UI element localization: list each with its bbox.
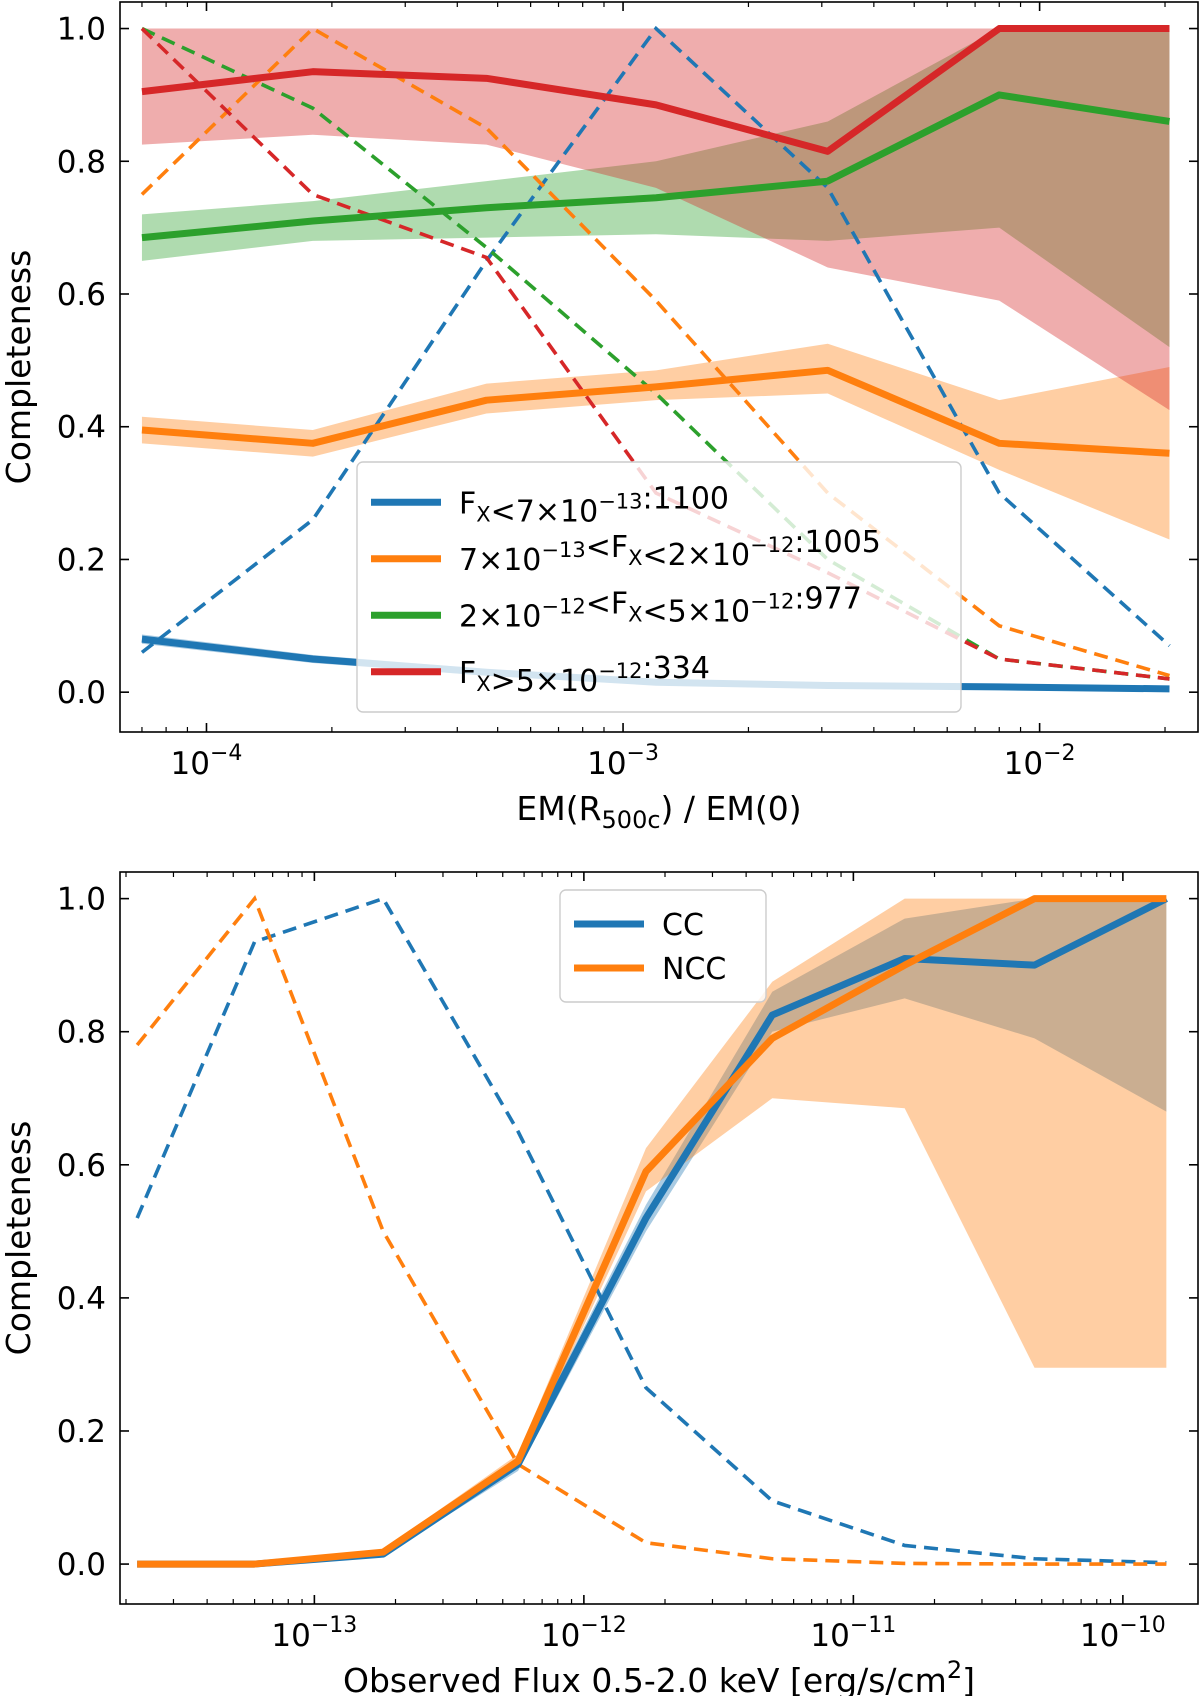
y-tick-label: 0.8 xyxy=(57,1015,106,1051)
series-solid-line-2 xyxy=(141,366,1170,457)
axes-frame xyxy=(119,871,1199,1605)
series-band-2 xyxy=(137,898,1167,1565)
y-tick-label: 1.0 xyxy=(57,12,106,48)
legend-label-1: FX<7×10−13:1100 xyxy=(459,481,729,529)
chart-panel-2: 0.0 0.2 0.4 0.6 0.8 1.0 10−13 10−12 10−11 10−10 Co… xyxy=(0,871,1199,1696)
series-band-2 xyxy=(141,343,1170,540)
legend-label-2: NCC xyxy=(662,952,726,987)
series-solid-line-4 xyxy=(141,25,1170,155)
series-dashed-line-1 xyxy=(140,25,1171,654)
x-tick-label: 10−3 xyxy=(587,741,659,782)
series-dashed-line-2 xyxy=(140,26,1170,678)
y-tick-label: 0.6 xyxy=(57,277,106,313)
x-tick-label: 10−4 xyxy=(171,741,243,782)
series-dashed-line-3 xyxy=(141,26,1170,681)
x-tick-label: 10−10 xyxy=(1080,1613,1166,1654)
series-dashed-line-1 xyxy=(135,896,1167,1565)
y-tick-label: 0.2 xyxy=(57,1414,106,1450)
y-tick-label: 0.2 xyxy=(57,542,106,578)
y-tick-label: 1.0 xyxy=(57,882,106,918)
x-axis-label: Observed Flux 0.5-2.0 keV [erg/s/cm2] xyxy=(343,1656,975,1696)
y-tick-label: 0.4 xyxy=(57,1281,106,1317)
series-solid-line-3 xyxy=(141,91,1171,242)
axes-frame xyxy=(119,1,1199,733)
chart-panel-1: 0.0 0.2 0.4 0.6 0.8 1.0 10−4 10−3 10−2 Completene… xyxy=(0,1,1199,834)
y-tick-label: 0.8 xyxy=(57,144,106,180)
x-axis-label: EM(R500c) / EM(0) xyxy=(516,789,801,834)
legend: FX<7×10−13:11007×10−13<FX<2×10−12:10052×… xyxy=(356,461,962,713)
legend-box xyxy=(559,889,767,1003)
series-band-3 xyxy=(141,28,1170,348)
y-tick-label: 0.4 xyxy=(57,410,106,446)
series-solid-line-2 xyxy=(137,895,1167,1568)
y-tick-label: 0.0 xyxy=(57,1547,106,1583)
x-tick-label: 10−12 xyxy=(541,1613,627,1654)
legend: CC NCC xyxy=(559,889,767,1003)
series-band-1 xyxy=(137,898,1167,1565)
y-tick-label: 0.6 xyxy=(57,1148,106,1184)
x-tick-label: 10−11 xyxy=(810,1613,896,1654)
series-band-4 xyxy=(141,28,1170,411)
y-axis-label: Completeness xyxy=(0,1121,38,1356)
legend-label-4: FX>5×10−12:334 xyxy=(459,651,710,699)
x-tick-label: 10−13 xyxy=(271,1613,357,1654)
y-axis-label: Completeness xyxy=(0,250,38,485)
legend-label-2: 7×10−13<FX<2×10−12:1005 xyxy=(459,525,881,578)
legend-box xyxy=(356,461,962,713)
x-tick-label: 10−2 xyxy=(1004,741,1076,782)
legend-label-1: CC xyxy=(662,908,704,943)
y-tick-label: 0.0 xyxy=(57,675,106,711)
series-dashed-line-2 xyxy=(135,895,1167,1566)
legend-label-3: 2×10−12<FX<5×10−12:977 xyxy=(459,581,862,634)
